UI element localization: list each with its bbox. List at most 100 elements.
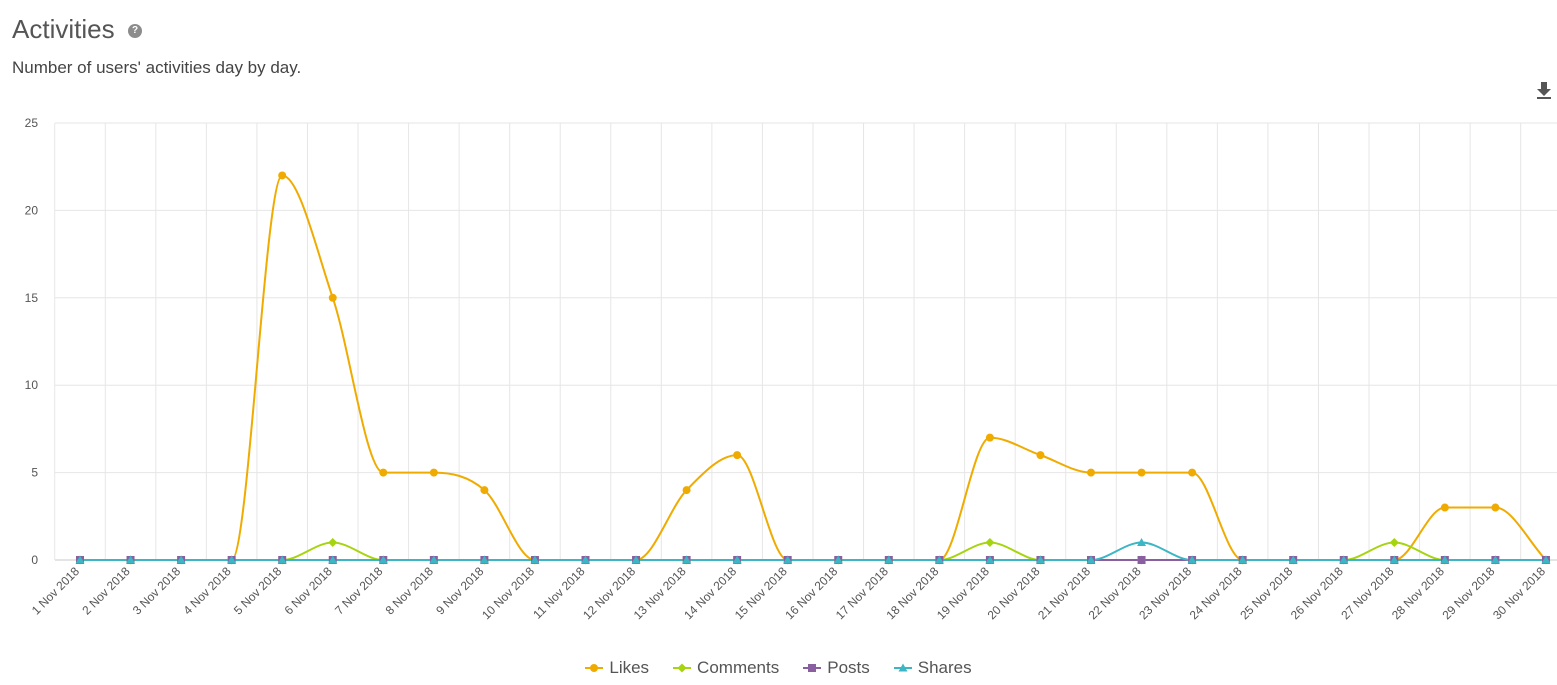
data-point-shares	[429, 555, 439, 564]
x-tick-label: 29 Nov 2018	[1439, 564, 1497, 622]
x-tick-label: 11 Nov 2018	[530, 564, 588, 622]
x-tick-label: 4 Nov 2018	[180, 564, 234, 618]
y-tick-label: 10	[25, 378, 39, 392]
data-point-shares	[833, 555, 843, 564]
legend-item-comments[interactable]: Comments	[673, 658, 779, 678]
data-point-likes	[1440, 503, 1449, 512]
x-tick-label: 9 Nov 2018	[433, 564, 487, 618]
data-point-likes	[1137, 468, 1146, 477]
data-point-likes	[733, 451, 742, 460]
x-tick-label: 13 Nov 2018	[631, 564, 689, 622]
data-point-shares	[530, 555, 540, 564]
x-tick-label: 18 Nov 2018	[883, 564, 941, 622]
legend-label-posts: Posts	[827, 658, 870, 677]
data-point-shares	[1389, 555, 1399, 564]
chart-title: Activities	[12, 14, 115, 44]
x-tick-label: 6 Nov 2018	[282, 564, 336, 618]
data-point-likes	[682, 486, 691, 495]
data-point-shares	[631, 555, 641, 564]
data-point-comments	[328, 538, 338, 548]
legend-marker-posts	[808, 664, 817, 672]
legend-item-shares[interactable]: Shares	[893, 658, 972, 678]
x-tick-label: 30 Nov 2018	[1490, 564, 1548, 622]
data-point-shares	[581, 555, 590, 564]
data-point-shares	[985, 555, 995, 564]
download-icon[interactable]	[1534, 80, 1554, 100]
data-point-likes	[1087, 468, 1095, 477]
data-point-shares	[1490, 555, 1500, 564]
data-point-comments	[1389, 538, 1399, 548]
x-tick-label: 17 Nov 2018	[833, 564, 891, 622]
legend-item-posts[interactable]: Posts	[803, 658, 870, 678]
series-markers	[75, 171, 1551, 565]
x-tick-label: 23 Nov 2018	[1136, 564, 1194, 622]
legend: Likes Comments Posts Shares	[0, 658, 1557, 679]
x-tick-label: 12 Nov 2018	[580, 564, 638, 622]
x-tick-label: 25 Nov 2018	[1237, 564, 1295, 622]
legend-label-comments: Comments	[697, 658, 780, 677]
data-point-shares	[1339, 555, 1349, 564]
x-tick-label: 3 Nov 2018	[130, 564, 184, 618]
data-point-likes	[278, 171, 287, 180]
legend-symbol-posts	[803, 664, 822, 672]
x-tick-label: 5 Nov 2018	[231, 564, 285, 618]
x-tick-label: 7 Nov 2018	[332, 564, 386, 618]
data-point-shares	[1541, 555, 1551, 564]
x-tick-label: 14 Nov 2018	[681, 564, 739, 622]
data-point-shares	[1288, 555, 1298, 564]
legend-marker-likes	[590, 664, 599, 672]
data-point-shares	[126, 555, 136, 564]
legend-marker-comments	[677, 663, 687, 673]
legend-label-likes: Likes	[609, 658, 650, 677]
data-point-shares	[884, 555, 894, 564]
x-tick-label: 8 Nov 2018	[383, 564, 437, 618]
x-tick-label: 26 Nov 2018	[1288, 564, 1346, 622]
data-point-shares	[227, 555, 237, 564]
y-axis-ticks: 0 5 10 15 20 25	[25, 116, 39, 567]
grid	[54, 122, 1557, 561]
legend-symbol-shares	[893, 663, 912, 672]
x-tick-label: 2 Nov 2018	[79, 564, 133, 618]
legend-item-likes[interactable]: Likes	[585, 658, 649, 678]
data-point-shares	[1137, 538, 1147, 547]
y-tick-label: 25	[25, 116, 39, 130]
data-point-comments	[985, 538, 995, 548]
data-point-posts	[1137, 556, 1146, 564]
data-point-likes	[379, 468, 388, 477]
chart-subtitle: Number of users' activities day by day.	[12, 58, 302, 77]
data-point-shares	[328, 555, 338, 564]
x-tick-label: 24 Nov 2018	[1187, 564, 1245, 622]
data-point-shares	[682, 555, 692, 564]
x-tick-label: 28 Nov 2018	[1389, 564, 1447, 622]
x-tick-label: 21 Nov 2018	[1035, 564, 1093, 622]
legend-symbol-comments	[673, 663, 692, 673]
y-tick-label: 20	[25, 203, 39, 217]
help-icon[interactable]: ?	[128, 24, 142, 38]
legend-marker-shares	[898, 663, 908, 672]
data-point-shares	[1035, 555, 1045, 564]
y-tick-label: 0	[31, 553, 38, 567]
x-tick-label: 20 Nov 2018	[985, 564, 1043, 622]
x-tick-label: 10 Nov 2018	[479, 564, 537, 622]
x-tick-label: 22 Nov 2018	[1086, 564, 1144, 622]
data-point-likes	[429, 468, 438, 477]
x-tick-label: 1 Nov 2018	[29, 564, 83, 618]
y-tick-label: 15	[25, 291, 39, 305]
data-point-likes	[1491, 503, 1500, 512]
data-point-likes	[328, 293, 337, 302]
data-point-likes	[985, 433, 994, 442]
x-tick-label: 27 Nov 2018	[1338, 564, 1396, 622]
data-point-shares	[1238, 555, 1248, 564]
y-tick-label: 5	[31, 466, 38, 480]
data-point-shares	[783, 555, 793, 564]
data-point-shares	[1440, 555, 1450, 564]
data-point-shares	[75, 555, 85, 564]
data-point-shares	[479, 555, 489, 564]
x-tick-label: 15 Nov 2018	[732, 564, 790, 622]
x-tick-label: 19 Nov 2018	[934, 564, 992, 622]
data-point-shares	[732, 555, 742, 564]
data-point-shares	[934, 555, 944, 564]
x-tick-label: 16 Nov 2018	[782, 564, 840, 622]
